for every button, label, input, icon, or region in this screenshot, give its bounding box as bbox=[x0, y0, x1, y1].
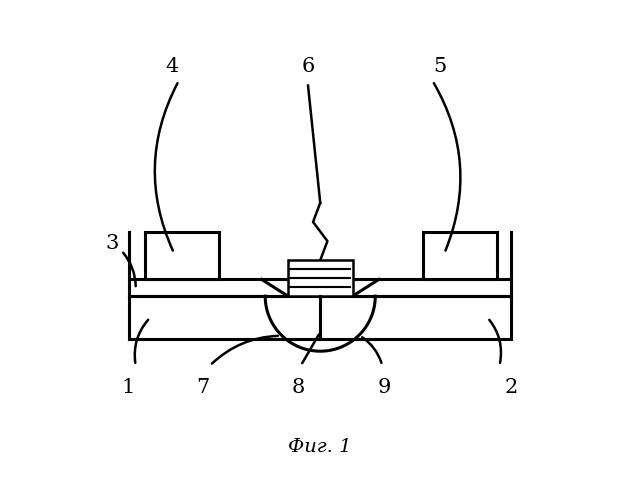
Text: 5: 5 bbox=[433, 57, 446, 76]
Text: 3: 3 bbox=[105, 234, 118, 253]
Text: 6: 6 bbox=[301, 57, 315, 76]
Text: 1: 1 bbox=[122, 377, 135, 396]
Text: Фиг. 1: Фиг. 1 bbox=[288, 438, 352, 456]
Bar bbox=[145, 231, 220, 280]
Bar bbox=[288, 260, 353, 296]
Text: 8: 8 bbox=[292, 377, 305, 396]
Text: 9: 9 bbox=[378, 377, 391, 396]
Bar bbox=[423, 231, 497, 280]
Bar bbox=[129, 296, 511, 339]
Text: 7: 7 bbox=[196, 377, 209, 396]
Text: 4: 4 bbox=[165, 57, 178, 76]
Text: 2: 2 bbox=[505, 377, 518, 396]
